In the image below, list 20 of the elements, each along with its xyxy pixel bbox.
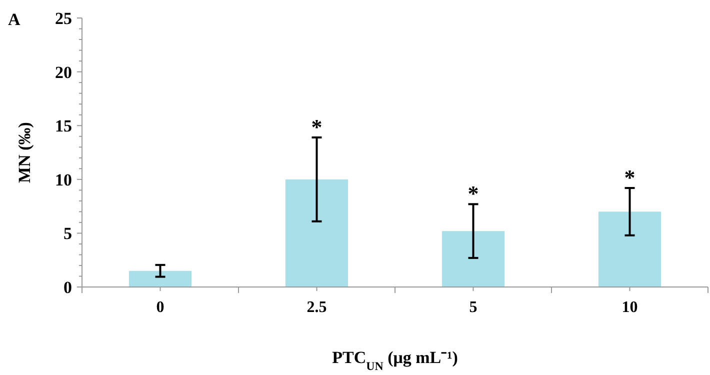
y-tick-label: 0 <box>64 278 72 297</box>
y-tick-label: 25 <box>55 8 72 28</box>
bar <box>442 231 505 287</box>
x-tick-label: 0 <box>156 299 164 316</box>
annotation: * <box>311 114 322 140</box>
annotation: * <box>624 165 636 190</box>
y-tick-label: 15 <box>55 116 72 136</box>
x-tick-label: 2.5 <box>306 299 327 316</box>
y-tick-label: 20 <box>55 62 72 82</box>
y-tick-label: 5 <box>64 224 72 244</box>
text: A <box>8 10 21 29</box>
y-axis-title: MN (‰) <box>15 122 34 183</box>
bar <box>128 270 192 287</box>
x-axis-title: PTC$_{UN}$ (μg mL⁻¹) <box>332 348 458 373</box>
annotation: * <box>468 181 479 206</box>
y-tick-label: 10 <box>55 170 72 190</box>
x-tick-label: 10 <box>622 299 638 316</box>
bar <box>285 179 348 287</box>
bar <box>598 212 662 287</box>
x-tick-label: 5 <box>469 299 478 316</box>
